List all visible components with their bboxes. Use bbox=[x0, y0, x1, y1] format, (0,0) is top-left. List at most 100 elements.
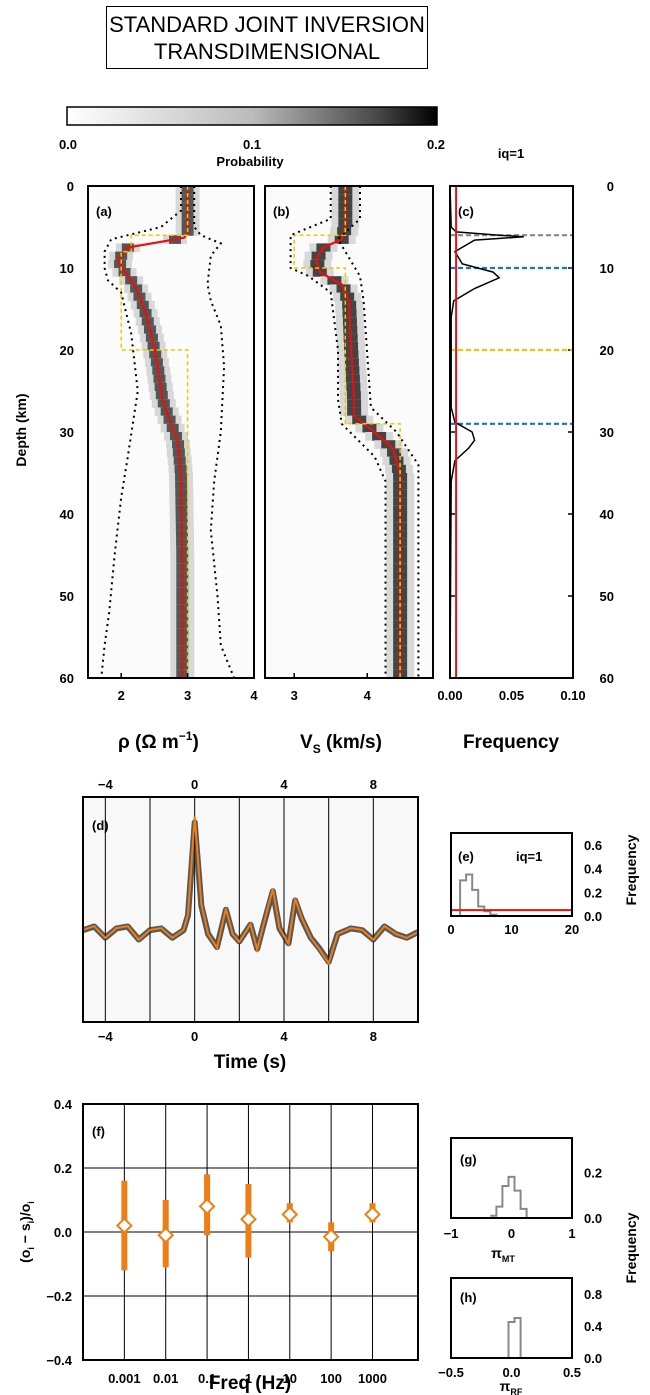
panel-b-mean-line bbox=[314, 186, 402, 678]
panel-e-ticks: 0 10 20 0.0 0.2 0.4 0.6 bbox=[447, 838, 602, 937]
colorbar-label: Probability bbox=[216, 154, 284, 169]
xlabel-b: VS (km/s) bbox=[300, 732, 382, 756]
panel-f-ytick: −0.2 bbox=[46, 1289, 72, 1304]
panel-d-receiver-function: (d) −4 0 4 8 −4 0 4 8 Time (s) bbox=[82, 777, 420, 1073]
panel-h-xtick: 0.5 bbox=[563, 1365, 581, 1380]
panel-h-ticks: −0.5 0.0 0.50.00.40.8 bbox=[438, 1287, 603, 1380]
panel-a-lines bbox=[100, 186, 236, 679]
xlabel-b-sub: S bbox=[313, 742, 321, 756]
time-tick-bottom: 4 bbox=[280, 1029, 288, 1044]
panel-h-xtick: 0.0 bbox=[502, 1365, 520, 1380]
panel-e-iq: iq=1 bbox=[516, 849, 542, 864]
panel-d-lines bbox=[82, 816, 420, 966]
panel-f-xtick: 10 bbox=[283, 1371, 297, 1386]
f-ylabel-f: i bbox=[26, 1201, 36, 1204]
panel-a-xticks: 2 3 4 bbox=[118, 673, 258, 703]
f-ylabel-b: i bbox=[26, 1247, 36, 1250]
time-tick-top: −4 bbox=[98, 777, 114, 792]
time-tick-top: 8 bbox=[370, 777, 377, 792]
panel-e-frame bbox=[450, 832, 573, 917]
panel-h-xlabel: πRF bbox=[500, 1378, 523, 1395]
xlabel-a: ρ (Ω m−1) bbox=[118, 729, 199, 753]
panel-h-rf-hyperparameter: (h) −0.5 0.0 0.50.00.40.8 πRF bbox=[438, 1277, 603, 1395]
rho-tick: 3 bbox=[184, 688, 191, 703]
panel-g-histogram bbox=[490, 1175, 533, 1219]
panel-a-mean-line bbox=[116, 186, 189, 678]
colorbar bbox=[66, 106, 438, 126]
time-tick-bottom: 8 bbox=[370, 1029, 377, 1044]
panel-c-frame bbox=[449, 185, 574, 679]
panel-c-label: (c) bbox=[458, 204, 474, 219]
f-ylabel-d: i bbox=[26, 1221, 36, 1224]
panel-a-credible-left-line bbox=[100, 186, 182, 679]
g-xlabel-pi: π bbox=[491, 1245, 502, 1261]
panel-e-xtick: 0 bbox=[447, 922, 454, 937]
panel-f-point bbox=[322, 1228, 340, 1246]
xlabel-a-text: ρ (Ω m bbox=[118, 732, 179, 753]
panel-f-ytick: −0.4 bbox=[46, 1353, 72, 1368]
panel-g-xtick: −1 bbox=[444, 1226, 459, 1241]
xlabel-b-end: (km/s) bbox=[321, 732, 382, 753]
panel-f-xtick: 0.1 bbox=[198, 1371, 216, 1386]
panel-b-credible-right-line bbox=[336, 186, 420, 678]
panel-f-point bbox=[240, 1210, 257, 1228]
f-ylabel-c: − s bbox=[17, 1223, 33, 1247]
panel-a-label: (a) bbox=[96, 204, 112, 219]
colorbar-tick-0: 0.0 bbox=[59, 137, 77, 152]
panel-f-point bbox=[115, 1217, 133, 1235]
time-tick-bottom: 0 bbox=[191, 1029, 198, 1044]
panel-f-xlabel: Freq (Hz) bbox=[209, 1373, 291, 1394]
depth-tick-right: 60 bbox=[600, 671, 614, 686]
time-tick-top: 4 bbox=[280, 777, 288, 792]
panel-e-ytick: 0.0 bbox=[584, 909, 602, 924]
vs-tick: 3 bbox=[291, 688, 298, 703]
panel-e-ytick: 0.2 bbox=[584, 885, 602, 900]
panel-d-grid bbox=[104, 797, 374, 1022]
panel-b-frame bbox=[264, 185, 434, 679]
depth-tick-left: 60 bbox=[60, 671, 74, 686]
panel-f-ticks: 0.001 0.01 0.1 1 10 100 1000 0.4 0.2 0.0 −0.2 −0.4 bbox=[46, 1097, 387, 1386]
panel-d-frame bbox=[82, 796, 419, 1023]
panel-h-ytick: 0.4 bbox=[584, 1319, 603, 1334]
rho-tick: 2 bbox=[118, 688, 125, 703]
panel-g-xtick: 1 bbox=[568, 1226, 575, 1241]
panel-f-point bbox=[281, 1205, 299, 1223]
chart-title: STANDARD JOINT INVERSION TRANSDIMENSIONA… bbox=[106, 6, 428, 69]
freq-c-tick: 0.10 bbox=[560, 688, 585, 703]
depth-tick-left: 0 bbox=[67, 179, 74, 194]
xlabel-b-text: V bbox=[300, 732, 313, 753]
panel-f-ylabel: (oi − si)/oi bbox=[17, 1201, 36, 1263]
panel-g-ytick: 0.2 bbox=[584, 1165, 602, 1180]
panel-h-histogram bbox=[507, 1317, 522, 1358]
panel-b-true-line bbox=[293, 186, 401, 678]
panel-e-label: (e) bbox=[458, 849, 474, 864]
panel-g-frame bbox=[450, 1137, 573, 1219]
panel-b-lines bbox=[289, 186, 420, 678]
panel-d-observed-line bbox=[82, 816, 419, 966]
depth-tick-left: 40 bbox=[60, 507, 74, 522]
panel-f-xtick: 0.01 bbox=[153, 1371, 178, 1386]
depth-tick-left: 50 bbox=[60, 589, 74, 604]
panel-f-xtick: 1 bbox=[245, 1371, 252, 1386]
g-xlabel-sub: MT bbox=[502, 1254, 515, 1264]
panel-d-background bbox=[83, 797, 418, 1022]
depth-axis-label: Depth (km) bbox=[13, 393, 29, 466]
time-axis-label: Time (s) bbox=[214, 1052, 287, 1073]
panel-f-point bbox=[364, 1205, 381, 1223]
panel-f-ytick: 0.0 bbox=[54, 1225, 72, 1240]
panel-f-xtick: 1000 bbox=[358, 1371, 387, 1386]
panel-f-point bbox=[198, 1197, 216, 1215]
colorbar-tick-2: 0.2 bbox=[427, 137, 445, 152]
vs-tick: 4 bbox=[364, 688, 372, 703]
xlabel-c: Frequency bbox=[463, 732, 560, 753]
freq-c-tick: 0.00 bbox=[437, 688, 462, 703]
panel-f-xtick: 0.001 bbox=[108, 1371, 141, 1386]
panel-c-lines bbox=[449, 185, 573, 679]
panel-g-bars bbox=[490, 1175, 533, 1219]
panel-f-label: (f) bbox=[92, 1124, 105, 1139]
panel-h-bars bbox=[507, 1317, 522, 1358]
panel-c-interface-frequency-line bbox=[449, 185, 524, 679]
panel-h-ytick: 0.8 bbox=[584, 1287, 602, 1302]
